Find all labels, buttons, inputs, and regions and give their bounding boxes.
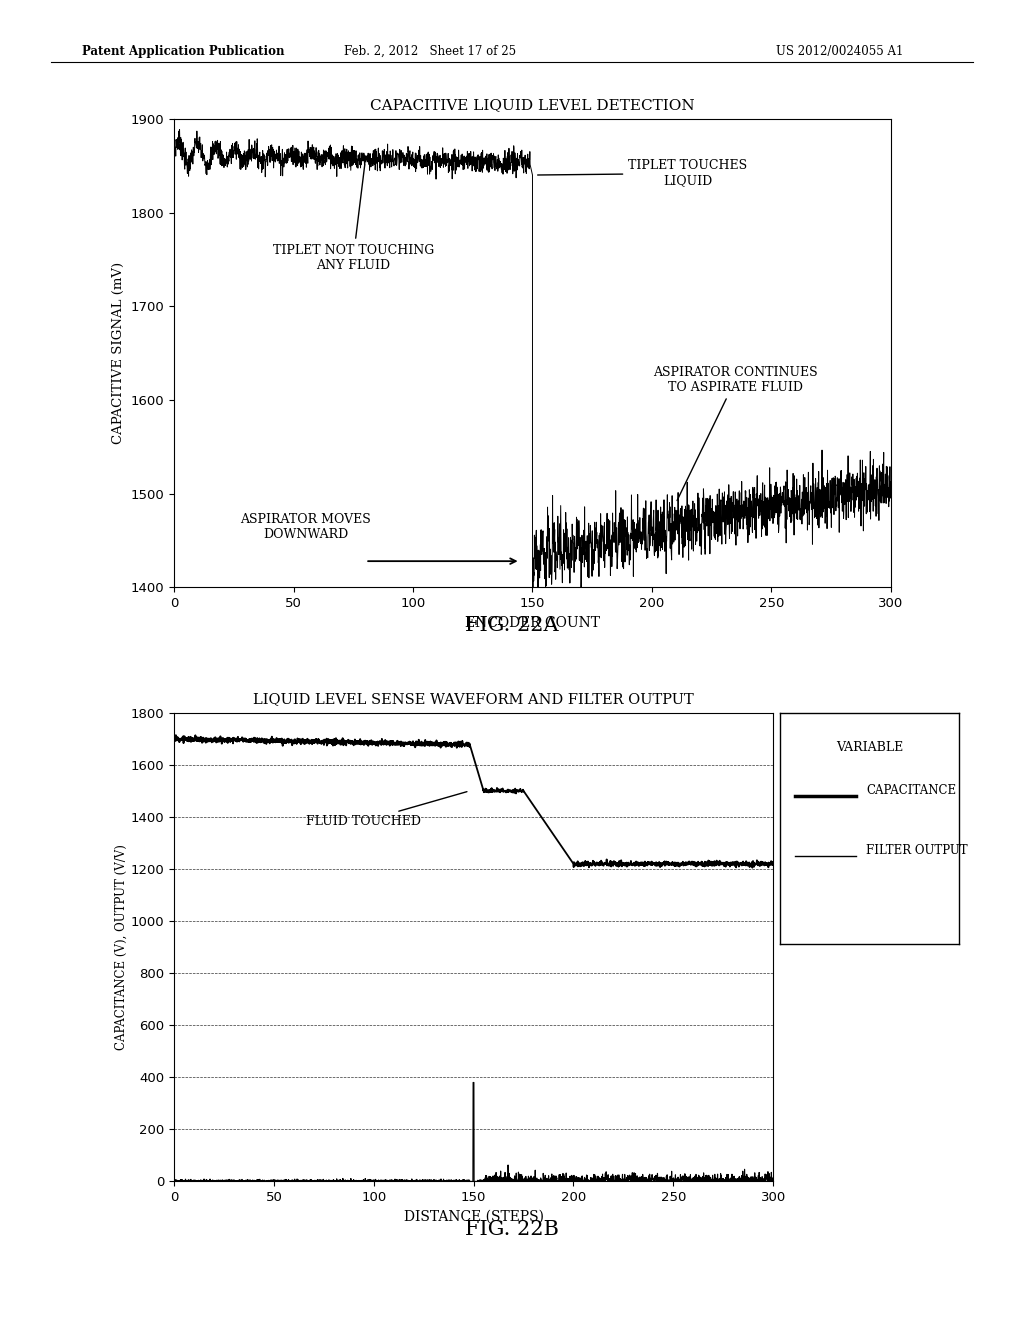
Line: CAPACITANCE: CAPACITANCE <box>174 735 773 867</box>
Text: ASPIRATOR MOVES
DOWNWARD: ASPIRATOR MOVES DOWNWARD <box>240 512 371 541</box>
CAPACITANCE <box>168 730 180 746</box>
FILTER OUTPUT <box>756 1172 768 1188</box>
Text: FIG. 22B: FIG. 22B <box>465 1220 559 1238</box>
Y-axis label: CAPACITIVE SIGNAL (mV): CAPACITIVE SIGNAL (mV) <box>112 263 125 444</box>
Text: TIPLET NOT TOUCHING
ANY FLUID: TIPLET NOT TOUCHING ANY FLUID <box>272 164 434 272</box>
FILTER OUTPUT <box>237 1173 249 1189</box>
Title: LIQUID LEVEL SENSE WAVEFORM AND FILTER OUTPUT: LIQUID LEVEL SENSE WAVEFORM AND FILTER O… <box>253 692 694 706</box>
FILTER OUTPUT <box>467 1074 479 1090</box>
Text: ASPIRATOR CONTINUES
TO ASPIRATE FLUID: ASPIRATOR CONTINUES TO ASPIRATE FLUID <box>653 366 818 500</box>
CAPACITANCE <box>746 859 759 875</box>
Text: VARIABLE: VARIABLE <box>837 741 903 754</box>
CAPACITANCE <box>767 855 779 871</box>
Text: Feb. 2, 2012   Sheet 17 of 25: Feb. 2, 2012 Sheet 17 of 25 <box>344 45 516 58</box>
CAPACITANCE <box>180 731 193 747</box>
Line: FILTER OUTPUT: FILTER OUTPUT <box>174 1082 773 1181</box>
Text: FIG. 22A: FIG. 22A <box>465 616 559 635</box>
Text: TIPLET TOUCHES
LIQUID: TIPLET TOUCHES LIQUID <box>538 160 748 187</box>
Text: FLUID TOUCHED: FLUID TOUCHED <box>306 792 467 828</box>
FILTER OUTPUT <box>424 1172 436 1188</box>
Text: FILTER OUTPUT: FILTER OUTPUT <box>866 843 968 857</box>
Text: CAPACITANCE: CAPACITANCE <box>866 784 956 797</box>
Title: CAPACITIVE LIQUID LEVEL DETECTION: CAPACITIVE LIQUID LEVEL DETECTION <box>370 98 695 112</box>
FILTER OUTPUT <box>464 1173 476 1189</box>
CAPACITANCE <box>306 733 318 748</box>
FILTER OUTPUT <box>168 1173 180 1189</box>
FILTER OUTPUT <box>397 1173 410 1189</box>
FILTER OUTPUT <box>271 1173 284 1189</box>
FILTER OUTPUT <box>691 1170 703 1185</box>
Y-axis label: CAPACITANCE (V), OUTPUT (V/V): CAPACITANCE (V), OUTPUT (V/V) <box>115 845 128 1049</box>
CAPACITANCE <box>198 731 210 747</box>
CAPACITANCE <box>547 826 559 842</box>
X-axis label: DISTANCE (STEPS): DISTANCE (STEPS) <box>403 1209 544 1224</box>
Text: Patent Application Publication: Patent Application Publication <box>82 45 285 58</box>
CAPACITANCE <box>361 737 374 752</box>
X-axis label: ENCODER COUNT: ENCODER COUNT <box>465 615 600 630</box>
CAPACITANCE <box>447 737 460 752</box>
FILTER OUTPUT <box>767 1170 779 1185</box>
CAPACITANCE <box>170 727 182 743</box>
Text: US 2012/0024055 A1: US 2012/0024055 A1 <box>776 45 903 58</box>
